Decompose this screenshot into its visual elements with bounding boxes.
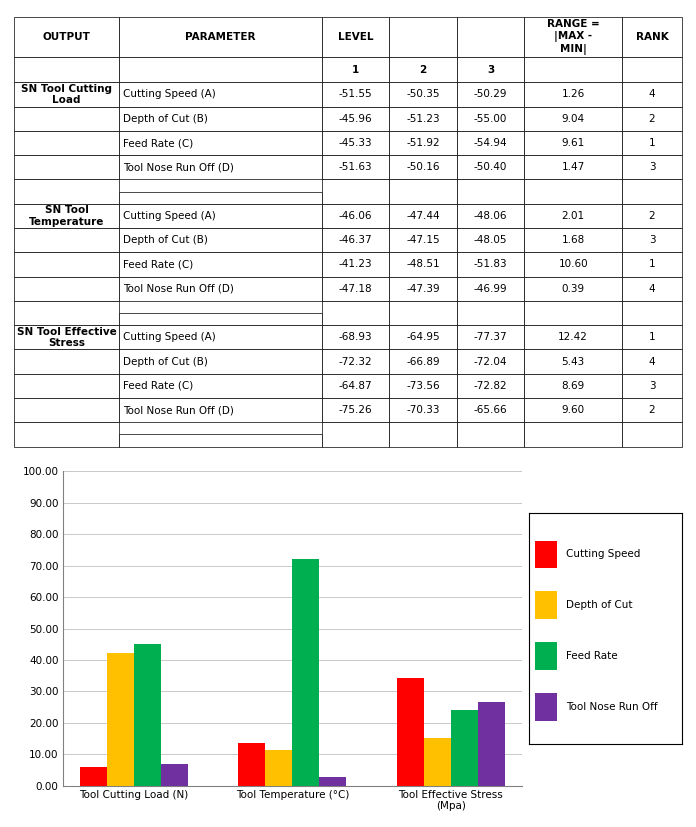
- Text: Depth of Cut: Depth of Cut: [566, 600, 632, 610]
- Bar: [292, 559, 319, 786]
- Bar: [80, 767, 107, 786]
- Bar: [239, 743, 265, 786]
- Bar: [397, 677, 424, 786]
- Text: Cutting Speed: Cutting Speed: [566, 549, 640, 559]
- Bar: [107, 653, 134, 786]
- Bar: [451, 710, 477, 786]
- FancyBboxPatch shape: [535, 693, 557, 721]
- Bar: [134, 644, 161, 786]
- Bar: [265, 750, 292, 786]
- Bar: [424, 739, 451, 786]
- FancyBboxPatch shape: [535, 541, 557, 568]
- Bar: [161, 764, 188, 786]
- Bar: [319, 777, 346, 786]
- Bar: [477, 702, 505, 786]
- FancyBboxPatch shape: [535, 591, 557, 619]
- Text: Tool Nose Run Off: Tool Nose Run Off: [566, 702, 657, 712]
- Text: Feed Rate: Feed Rate: [566, 652, 617, 662]
- FancyBboxPatch shape: [535, 643, 557, 670]
